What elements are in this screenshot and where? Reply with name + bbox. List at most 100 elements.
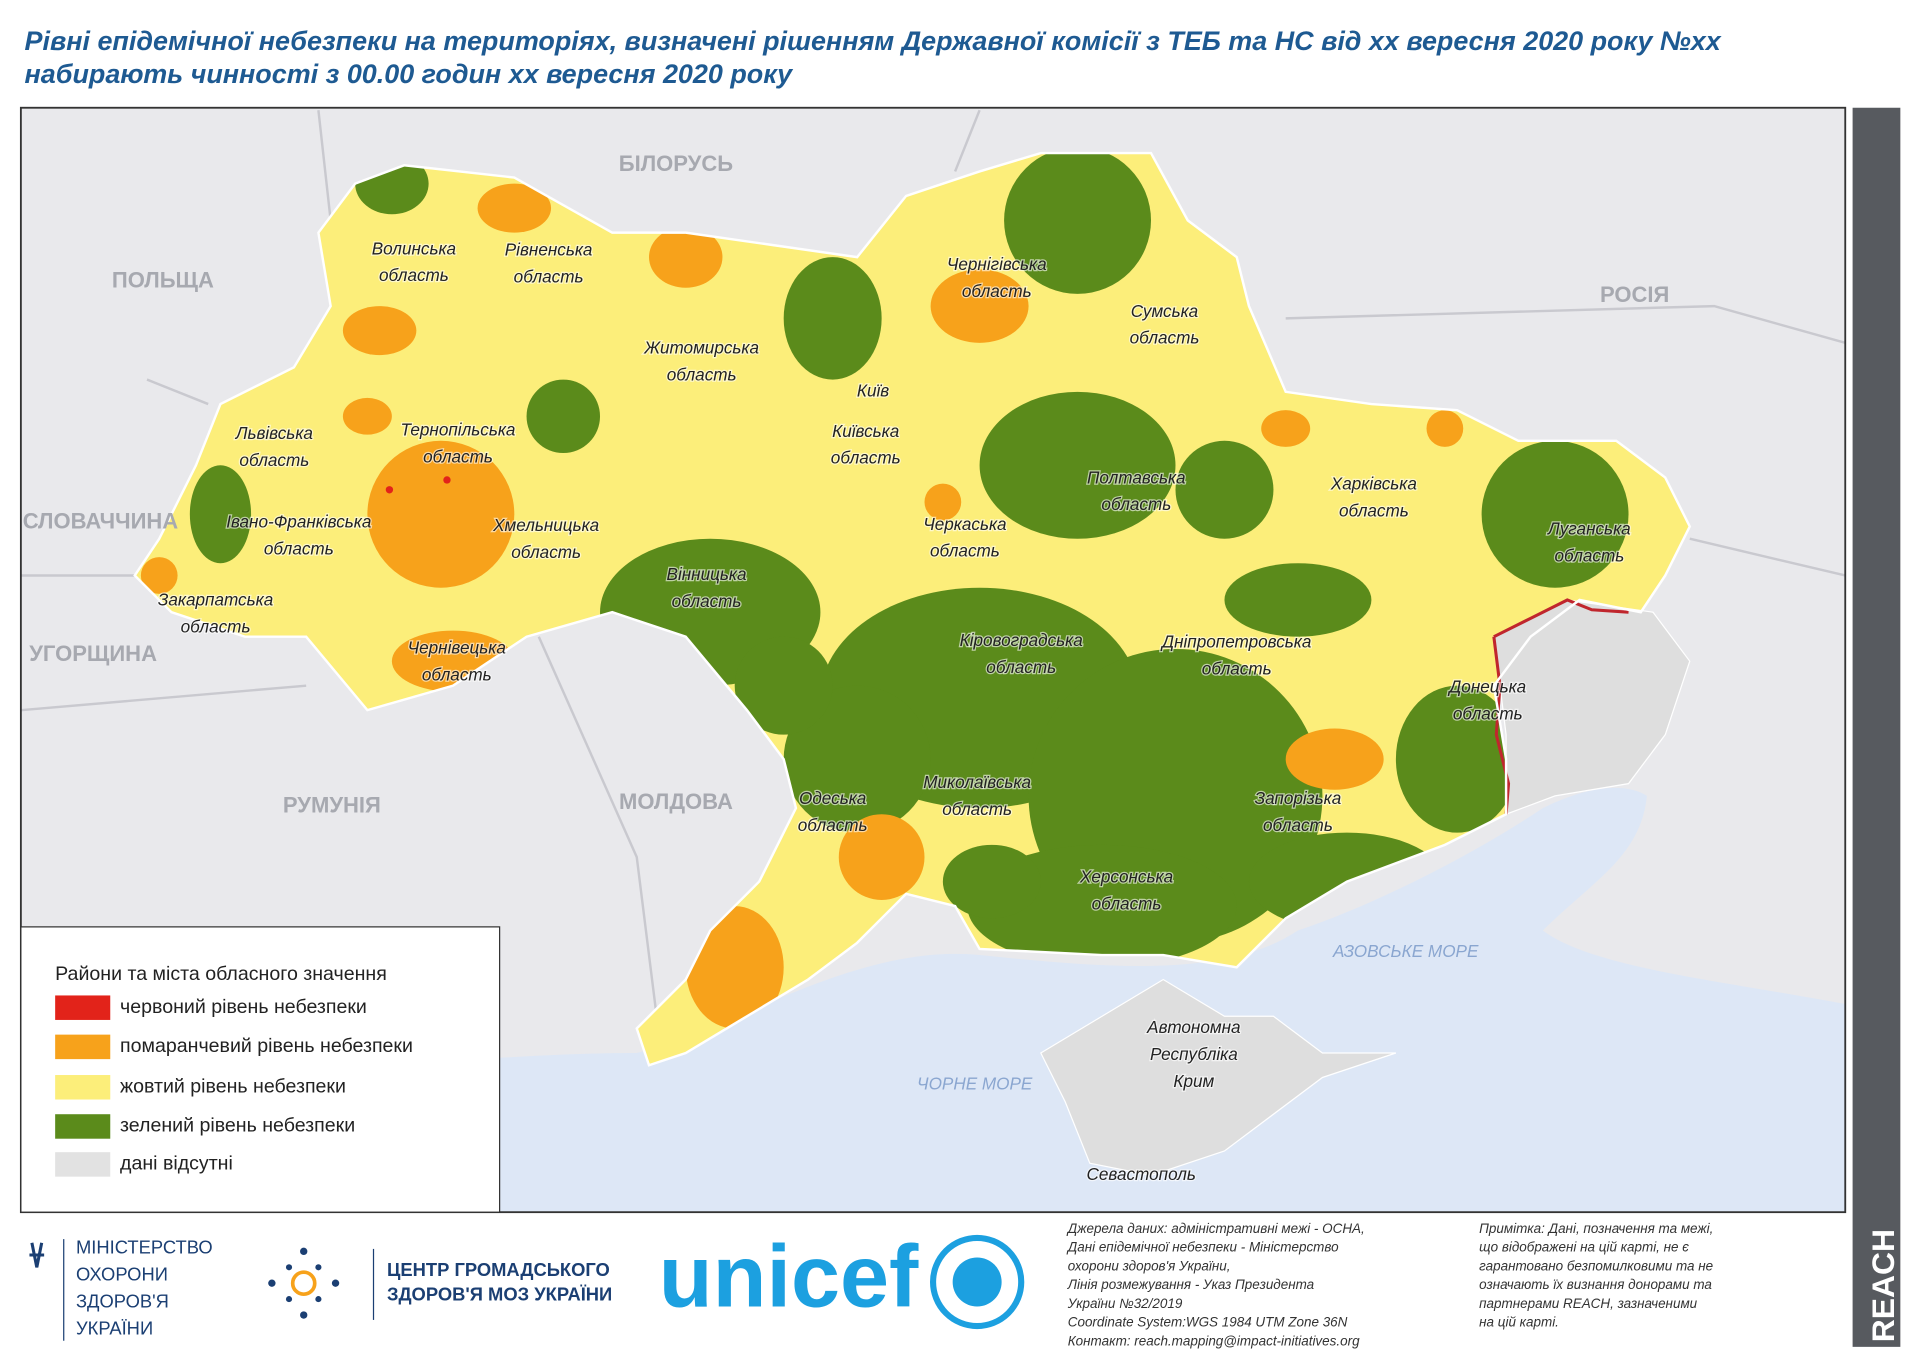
- region-label: Дніпропетровська: [1160, 631, 1311, 651]
- region-label: область: [1092, 893, 1162, 913]
- green-zone: [1004, 153, 1152, 294]
- unicef-logo: unicef: [659, 1226, 919, 1325]
- region-label: область: [422, 664, 492, 684]
- red-zone: [385, 486, 394, 494]
- region-label: Київська: [832, 421, 899, 441]
- region-label: Закарпатська: [158, 590, 273, 610]
- region-label: область: [1101, 494, 1171, 514]
- region-label: область: [1202, 658, 1272, 678]
- region-label: Одеська: [799, 788, 866, 808]
- region-label: область: [379, 265, 449, 285]
- sea-label: АЗОВСЬКЕ МОРЕ: [1332, 941, 1479, 961]
- region-label: Київ: [857, 380, 889, 400]
- green-zone: [734, 636, 833, 735]
- region-label: Херсонська: [1079, 866, 1173, 886]
- title: Рівні епідемічної небезпеки на територія…: [25, 26, 1722, 56]
- green-zone: [1224, 563, 1372, 637]
- region-label: область: [181, 617, 251, 637]
- note: на цій карті.: [1479, 1315, 1559, 1330]
- region-label: область: [1263, 815, 1333, 835]
- orange-zone: [685, 906, 784, 1029]
- orange-zone: [367, 440, 515, 588]
- country-label: БІЛОРУСЬ: [619, 151, 734, 176]
- orange-zone: [838, 814, 925, 900]
- orange-zone: [1261, 410, 1311, 447]
- region-label: Севастополь: [1087, 1164, 1196, 1184]
- region-label: Львівська: [235, 423, 313, 443]
- green-zone: [526, 379, 601, 454]
- title: набирають чинності з 00.00 годин хх вере…: [25, 59, 795, 89]
- region-label: Чернівецька: [408, 637, 506, 657]
- orange-zone: [930, 269, 1029, 343]
- region-label: Крим: [1173, 1071, 1214, 1091]
- country-label: УГОРЩИНА: [29, 641, 157, 666]
- legend-swatch: [55, 995, 111, 1020]
- region-label: область: [423, 446, 493, 466]
- region-label: область: [930, 541, 1000, 561]
- region-label: Запорізька: [1255, 788, 1342, 808]
- legend-title: Райони та міста обласного значення: [55, 963, 387, 985]
- orange-zone: [1285, 728, 1384, 790]
- legend-label: зелений рівень небезпеки: [120, 1115, 355, 1137]
- country-label: РОСІЯ: [1600, 282, 1669, 307]
- contact-line: [1492, 636, 1511, 815]
- orange-zone: [648, 226, 723, 288]
- region-label: область: [667, 364, 737, 384]
- region-label: Кіровоградська: [960, 630, 1083, 650]
- note: гарантовано безпомилковими та не: [1479, 1258, 1713, 1273]
- green-zone: [1481, 440, 1629, 588]
- region-label: Миколаївська: [923, 772, 1031, 792]
- reach-bar: [1852, 107, 1901, 1347]
- legend-swatch: [55, 1075, 111, 1100]
- region-label: Сумська: [1131, 301, 1198, 321]
- ministry-name: МІНІСТЕРСТВО: [76, 1237, 213, 1258]
- orange-zone: [924, 483, 962, 521]
- orange-zone: [1426, 410, 1464, 447]
- region-label: область: [986, 657, 1056, 677]
- green-zone: [979, 391, 1176, 539]
- sources: Coordinate System:WGS 1984 UTM Zone 36N: [1068, 1315, 1348, 1330]
- sources: Дані епідемічної небезпеки - Міністерств…: [1066, 1240, 1339, 1255]
- region-label: Донецька: [1447, 677, 1526, 697]
- orange-zone: [342, 397, 392, 435]
- region-label: Черкаська: [923, 514, 1006, 534]
- green-zone: [1395, 685, 1519, 833]
- region-label: Республіка: [1150, 1044, 1238, 1064]
- note: означають їх визнання донорами та: [1479, 1277, 1712, 1292]
- region-label: область: [239, 450, 309, 470]
- legend-label: червоний рівень небезпеки: [120, 996, 367, 1018]
- region-label: область: [511, 542, 581, 562]
- sources: України №32/2019: [1067, 1296, 1183, 1311]
- region-label: Житомирська: [643, 337, 759, 357]
- legend-swatch: [55, 1034, 111, 1060]
- country-label: МОЛДОВА: [619, 789, 733, 814]
- borders: [20, 109, 1846, 1054]
- note: партнерами REACH, зазначеними: [1479, 1296, 1698, 1311]
- legend-swatch: [55, 1114, 111, 1139]
- no-data-crimea: [1040, 978, 1397, 1177]
- region-label: область: [798, 815, 868, 835]
- region-label: Харківська: [1330, 473, 1417, 493]
- region-label: Полтавська: [1087, 467, 1186, 487]
- region-label: Івано-Франківська: [226, 511, 371, 531]
- country-label: РУМУНІЯ: [283, 793, 381, 818]
- region-label: область: [942, 799, 1012, 819]
- green-zone: [942, 844, 1041, 919]
- region-label: область: [962, 281, 1032, 301]
- centre-name: ЦЕНТР ГРОМАДСЬКОГО: [387, 1259, 610, 1280]
- green-zone: [783, 257, 882, 380]
- green-zone: [1175, 440, 1274, 539]
- region-label: Чернігівська: [947, 254, 1047, 274]
- country-label: ПОЛЬЩА: [112, 267, 214, 292]
- region-label: Рівненська: [505, 240, 593, 260]
- ministry-emblem: [29, 1239, 65, 1341]
- centre-name: ЗДОРОВ'Я МОЗ УКРАЇНИ: [387, 1283, 612, 1304]
- region-label: Тернопільська: [401, 420, 516, 440]
- centre-emblem: [268, 1247, 375, 1320]
- legend-label: жовтий рівень небезпеки: [120, 1075, 346, 1097]
- region-label: область: [1130, 328, 1200, 348]
- legend-swatch: [55, 1152, 111, 1177]
